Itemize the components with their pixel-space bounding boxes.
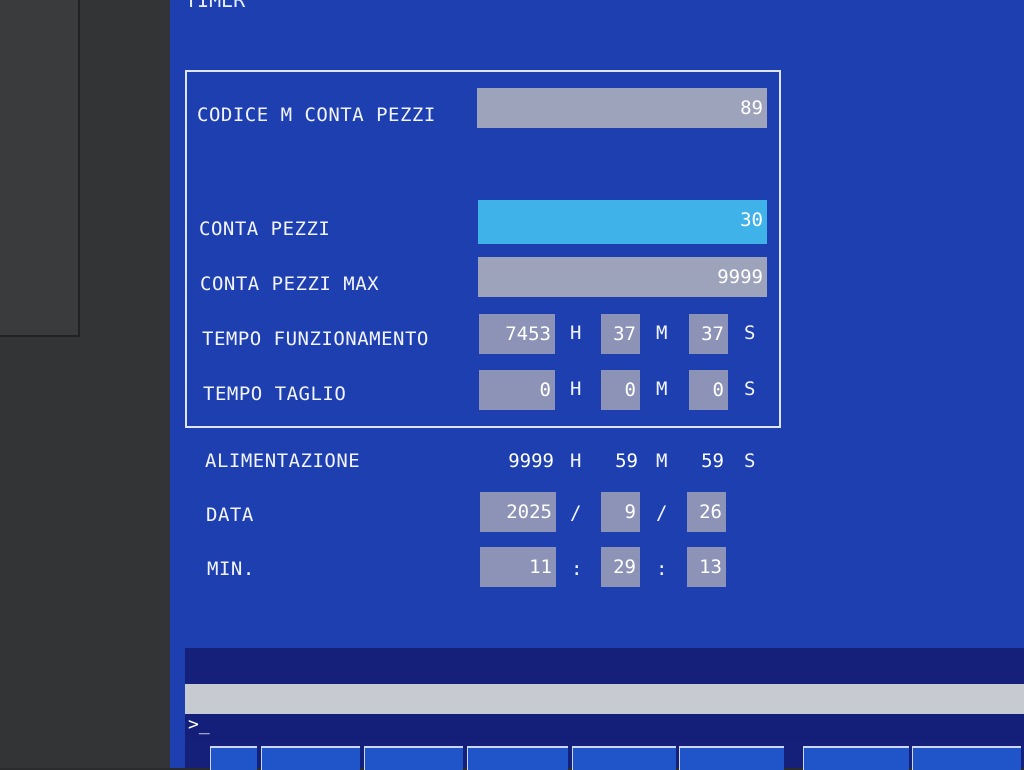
unit-m: M [656,322,668,344]
message-area [185,648,1024,684]
data-label: DATA [206,504,254,526]
tempo-taglio-seconds[interactable]: 0 [689,370,728,410]
tempo-taglio-label: TEMPO TAGLIO [203,383,347,405]
conta-pezzi-field[interactable]: 30 [478,200,767,244]
softkey-1[interactable] [210,746,257,770]
counter-settings-box [185,70,781,428]
tempo-taglio-hours[interactable]: 0 [479,370,555,410]
alimentazione-minutes: 59 [615,450,638,472]
unit-s: S [744,450,756,472]
softkey-6[interactable] [679,746,784,770]
date-year[interactable]: 2025 [480,492,556,532]
unit-h: H [570,322,582,344]
time-seconds[interactable]: 13 [687,547,726,587]
date-day[interactable]: 26 [687,492,726,532]
codice-m-field[interactable]: 89 [477,88,767,128]
unit-m: M [656,450,668,472]
alimentazione-label: ALIMENTAZIONE [205,450,361,472]
command-prompt[interactable]: >_ [185,714,1024,742]
date-separator: / [570,502,582,524]
status-bar [185,684,1024,714]
time-separator: : [656,558,668,580]
alimentazione-hours: 9999 [508,450,554,472]
bezel-panel [0,0,80,337]
softkey-bar [185,742,1024,770]
softkey-5[interactable] [572,746,676,770]
time-minutes[interactable]: 29 [601,547,640,587]
unit-h: H [570,378,582,400]
unit-s: S [744,378,756,400]
conta-pezzi-label: CONTA PEZZI [199,218,331,240]
softkey-3[interactable] [364,746,463,770]
unit-s: S [744,322,756,344]
date-month[interactable]: 9 [601,492,640,532]
softkey-2[interactable] [261,746,360,770]
screen-title: TIMER [185,0,246,12]
conta-pezzi-max-field[interactable]: 9999 [478,257,767,297]
softkey-7[interactable] [803,746,909,770]
tempo-taglio-minutes[interactable]: 0 [601,370,640,410]
softkey-8[interactable] [912,746,1021,770]
codice-m-label: CODICE M CONTA PEZZI [197,104,436,126]
tempo-funzionamento-label: TEMPO FUNZIONAMENTO [202,328,429,350]
unit-h: H [570,450,582,472]
alimentazione-seconds: 59 [701,450,724,472]
tempo-funz-minutes[interactable]: 37 [601,314,640,354]
min-label: MIN. [207,558,255,580]
softkey-4[interactable] [467,746,568,770]
unit-m: M [656,378,668,400]
monitor-bezel [0,0,170,768]
time-separator: : [571,558,583,580]
time-hours[interactable]: 11 [480,547,556,587]
tempo-funz-hours[interactable]: 7453 [479,314,555,354]
cnc-screen: TIMER CODICE M CONTA PEZZI 89 CONTA PEZZ… [170,0,1024,770]
conta-pezzi-max-label: CONTA PEZZI MAX [200,273,380,295]
date-separator: / [656,502,668,524]
tempo-funz-seconds[interactable]: 37 [689,314,728,354]
